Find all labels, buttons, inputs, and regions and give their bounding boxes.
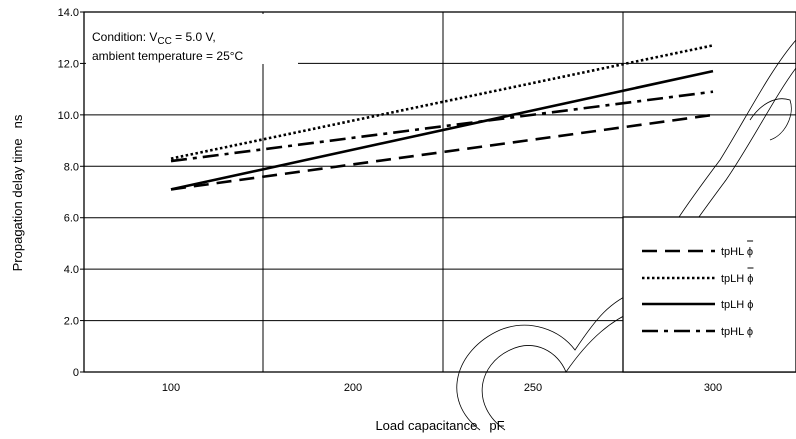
y-axis-unit: ns bbox=[10, 114, 25, 128]
y-tick-label: 8.0 bbox=[64, 161, 79, 173]
condition-suffix: = 5.0 V, bbox=[172, 30, 216, 44]
y-tick-label: 4.0 bbox=[64, 264, 79, 276]
y-tick-label: 6.0 bbox=[64, 213, 79, 225]
y-tick-label: 0 bbox=[73, 367, 79, 379]
legend-name-2: tpLH bbox=[721, 273, 747, 285]
y-tick-label: 10.0 bbox=[58, 110, 79, 122]
series-line-2 bbox=[170, 44, 714, 160]
y-axis-title: Propagation delay time bbox=[10, 138, 25, 271]
condition-box-background bbox=[86, 14, 298, 64]
condition-subscript: CC bbox=[157, 36, 171, 47]
legend-box bbox=[622, 216, 796, 373]
legend-name-4: tpHL bbox=[721, 326, 747, 338]
y-axis-label: Propagation delay time ns bbox=[10, 114, 25, 271]
x-tick-label: 200 bbox=[344, 382, 362, 394]
series-line-4 bbox=[170, 90, 714, 163]
y-axis-ticks: 0 2.0 4.0 6.0 8.0 10.0 12.0 14.0 bbox=[58, 7, 84, 379]
legend-phi-4: ϕ bbox=[747, 326, 753, 338]
legend-label-3: tpLH ϕ bbox=[721, 299, 753, 311]
legend-phi-2: ϕ bbox=[747, 273, 753, 285]
series-line-3 bbox=[170, 69, 714, 191]
series-line-1 bbox=[170, 113, 714, 191]
x-axis-ticks: 100 200 250 300 bbox=[162, 382, 722, 394]
x-axis-title: Load capacitance bbox=[375, 418, 477, 433]
plot-frame bbox=[83, 11, 796, 373]
x-axis-unit: pF bbox=[489, 418, 504, 433]
x-tick-label: 250 bbox=[524, 382, 542, 394]
legend-name-3: tpLH bbox=[721, 299, 747, 311]
x-tick-label: 300 bbox=[704, 382, 722, 394]
legend-name-1: tpHL bbox=[721, 246, 747, 258]
legend-label-1: tpHL ϕ bbox=[721, 246, 753, 258]
series-lines bbox=[170, 44, 714, 191]
x-axis-label: Load capacitance pF bbox=[375, 418, 504, 433]
y-tick-label: 2.0 bbox=[64, 316, 79, 328]
condition-line-1: Condition: VCC = 5.0 V, bbox=[92, 30, 216, 47]
legend-label-4: tpHL ϕ bbox=[721, 326, 753, 338]
y-tick-label: 12.0 bbox=[58, 58, 79, 70]
x-tick-label: 100 bbox=[162, 382, 180, 394]
legend-label-2: tpLH ϕ bbox=[721, 273, 753, 285]
legend-phi-3: ϕ bbox=[747, 299, 753, 311]
legend-phi-1: ϕ bbox=[747, 246, 753, 258]
condition-box: Condition: VCC = 5.0 V, ambient temperat… bbox=[86, 14, 298, 64]
condition-line-2: ambient temperature = 25°C bbox=[92, 49, 244, 63]
condition-prefix: Condition: V bbox=[92, 30, 157, 44]
y-tick-label: 14.0 bbox=[58, 7, 79, 19]
